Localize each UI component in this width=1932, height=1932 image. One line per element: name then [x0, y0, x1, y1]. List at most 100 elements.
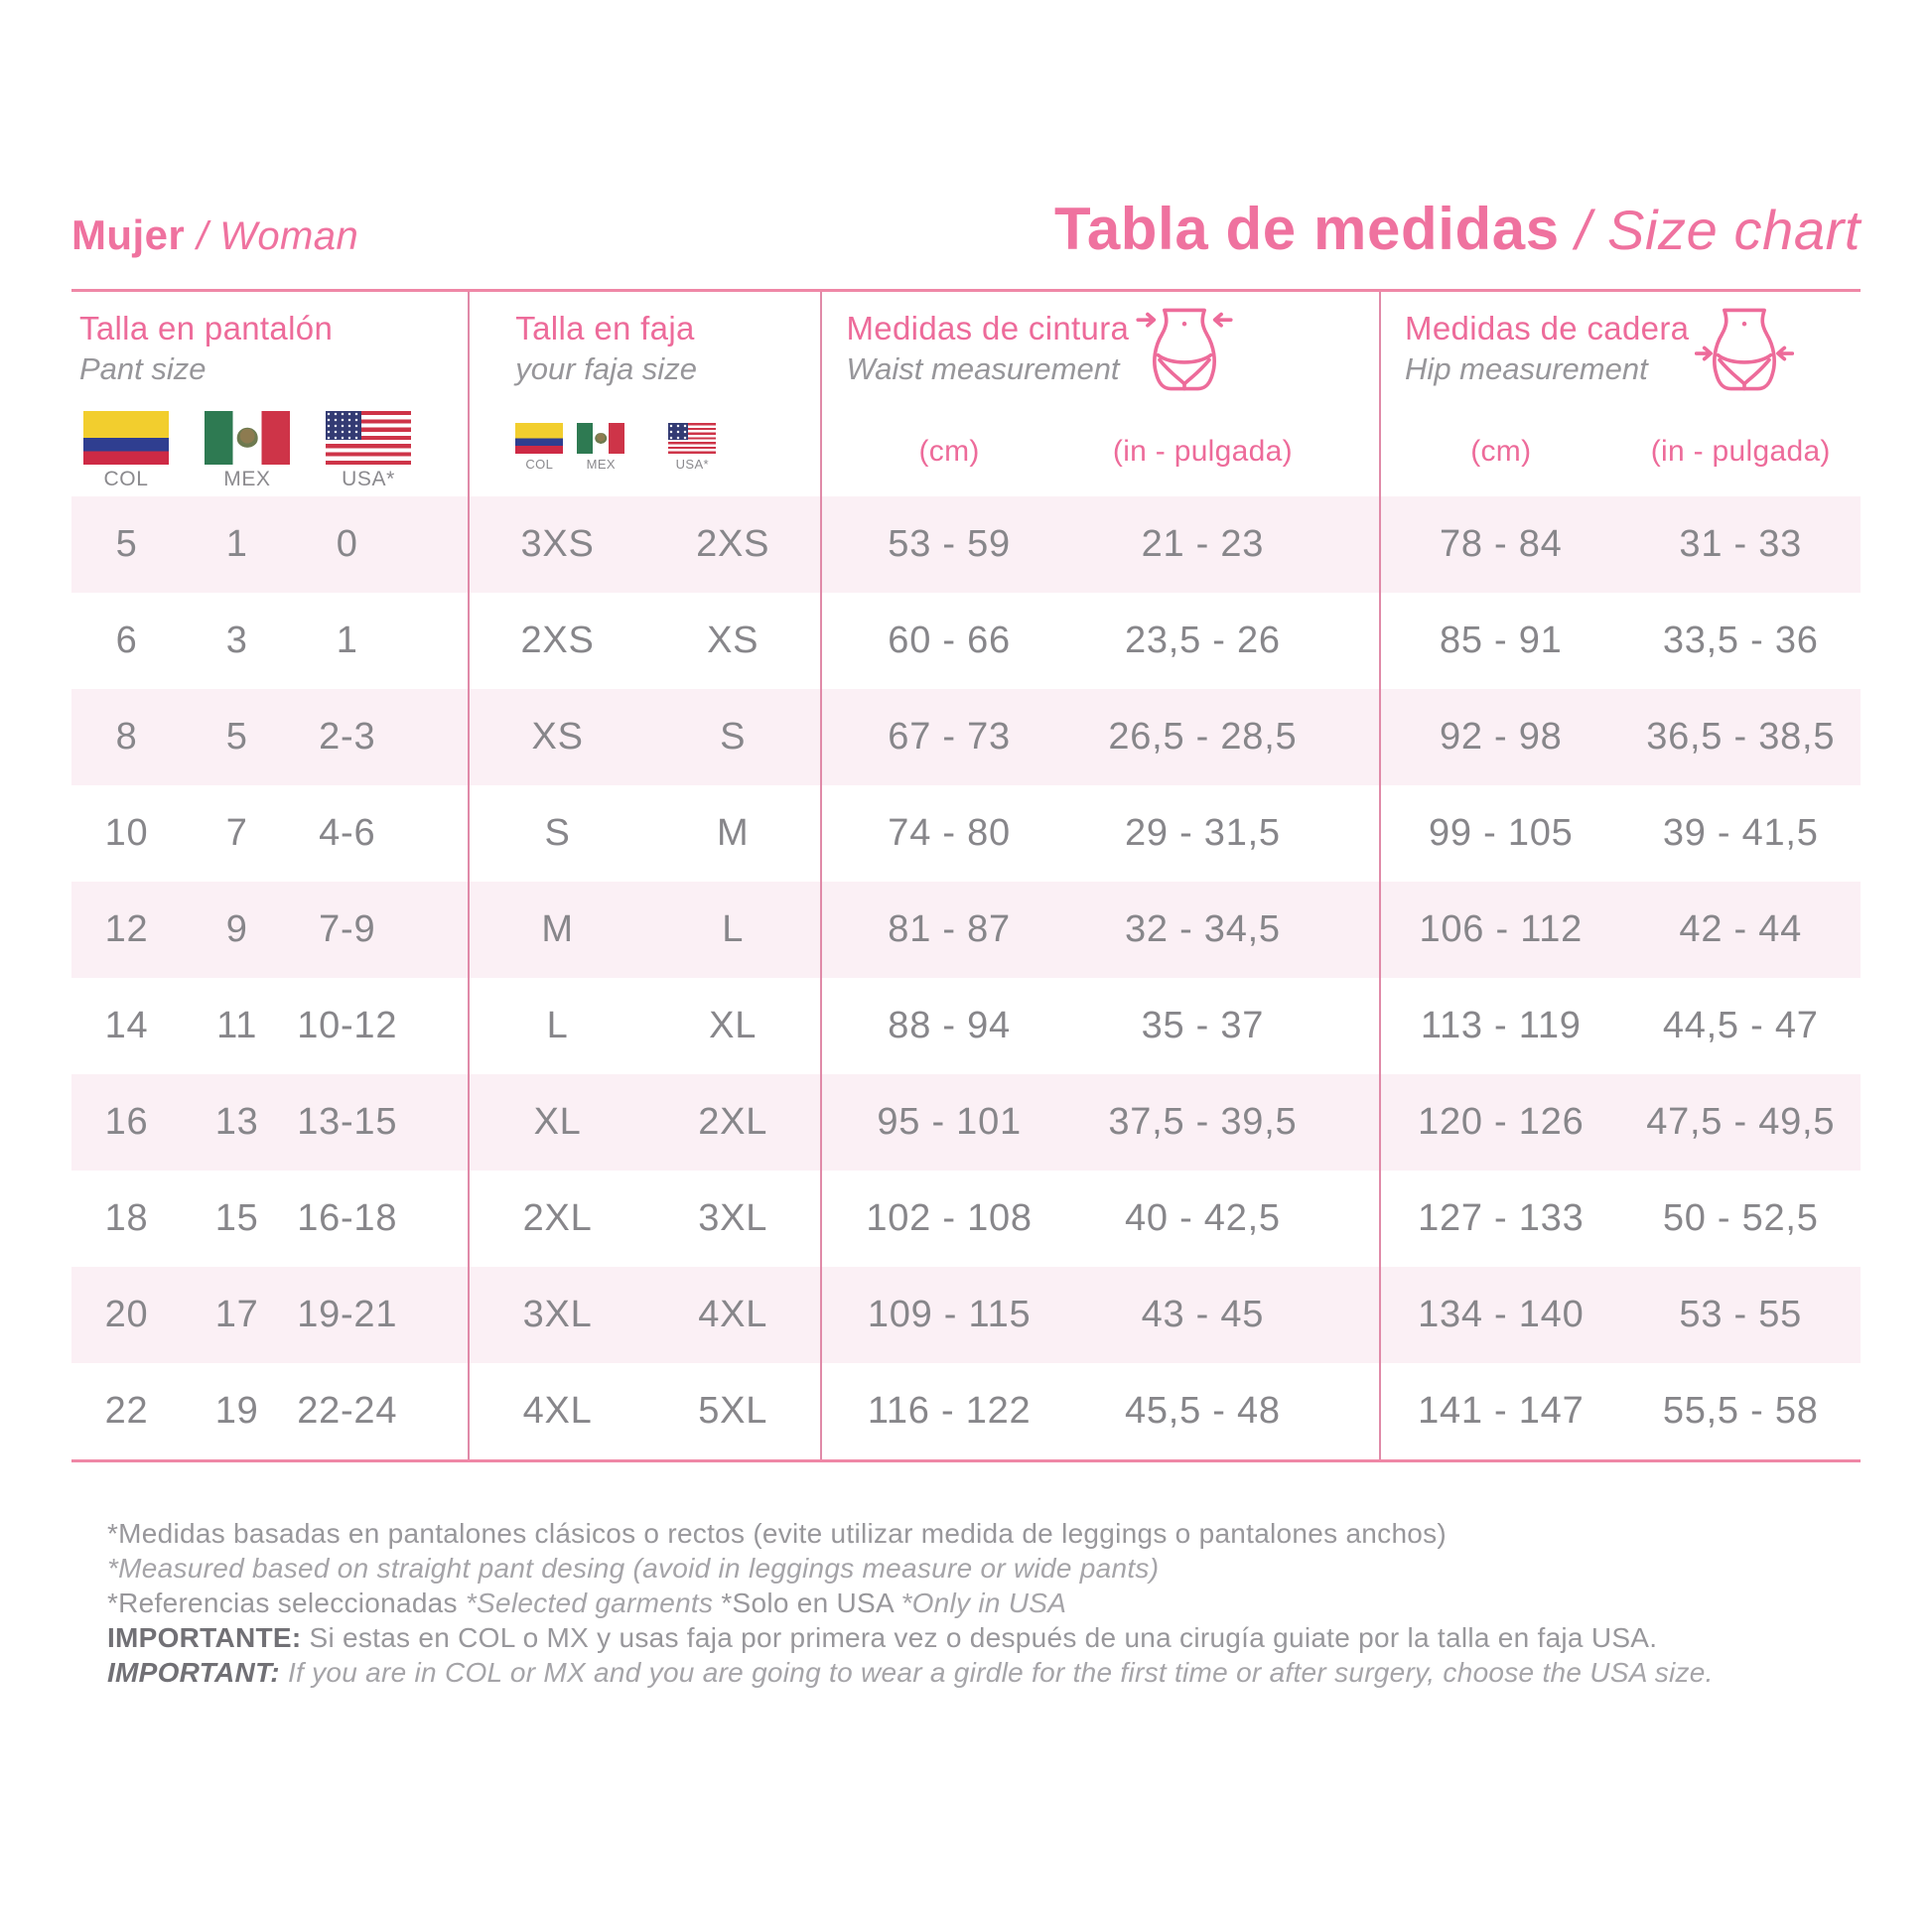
note-segment: *Medidas basadas en pantalones clásicos … [107, 1518, 1448, 1549]
row-group-waist: 88 - 94 35 - 37 [822, 978, 1382, 1074]
table-row: 16 13 13-15 XL 2XL 95 - 101 37,5 - 39,5 120 - 1… [71, 1074, 1861, 1171]
hip-head: Medidas de cadera Hip measurement [1405, 308, 1861, 395]
cell-pant-col: 8 [115, 716, 138, 758]
cell-hip-in: 55,5 - 58 [1662, 1390, 1819, 1432]
cell-hip-in: 44,5 - 47 [1662, 1005, 1819, 1046]
cell-faja-col-mex: 3XS [520, 523, 595, 565]
cell-pant-col: 14 [104, 1005, 149, 1046]
cell-waist-in: 21 - 23 [1141, 523, 1265, 565]
note-line: IMPORTANTE: Si estas en COL o MX y usas … [107, 1620, 1861, 1655]
header-group-hip: Medidas de cadera Hip measurement [1381, 292, 1861, 496]
cell-pant-col: 10 [104, 812, 149, 854]
row-group-hip: 113 - 119 44,5 - 47 [1381, 978, 1861, 1074]
cell-pant-usa: 10-12 [297, 1005, 398, 1046]
cell-faja-usa: 4XL [698, 1294, 768, 1335]
row-group-faja: 3XL 4XL [470, 1267, 823, 1363]
table-row: 10 7 4-6 S M 74 - 80 29 - 31,5 99 - 105 39 - 41,… [71, 785, 1861, 882]
mexico-flag-icon [205, 411, 290, 465]
cell-hip-cm: 141 - 147 [1418, 1390, 1585, 1432]
waist-unit-in: (in - pulgada) [1112, 435, 1293, 468]
waist-units: (cm) (in - pulgada) [822, 435, 1379, 469]
faja-flag-col: COL [515, 423, 564, 472]
page-title-main: Tabla de medidas [1054, 196, 1560, 262]
row-group-waist: 116 - 122 45,5 - 48 [822, 1363, 1382, 1459]
cell-pant-mex: 13 [214, 1101, 259, 1143]
cell-hip-in: 39 - 41,5 [1662, 812, 1819, 854]
cell-pant-col: 5 [115, 523, 138, 565]
row-group-hip: 106 - 112 42 - 44 [1381, 882, 1861, 978]
row-group-waist: 95 - 101 37,5 - 39,5 [822, 1074, 1382, 1171]
row-group-waist: 60 - 66 23,5 - 26 [822, 593, 1382, 689]
size-table: Talla en pantalón Pant size COL MEX USA* [71, 289, 1861, 1462]
cell-faja-col-mex: 4XL [522, 1390, 593, 1432]
cell-waist-in: 40 - 42,5 [1124, 1197, 1281, 1239]
faja-flag-mex: MEX [577, 423, 625, 472]
row-group-waist: 67 - 73 26,5 - 28,5 [822, 689, 1382, 785]
cell-faja-col-mex: 2XS [520, 620, 595, 661]
cell-hip-in: 31 - 33 [1679, 523, 1803, 565]
cell-waist-cm: 109 - 115 [867, 1294, 1032, 1335]
row-group-pant: 16 13 13-15 [71, 1074, 471, 1171]
row-group-hip: 141 - 147 55,5 - 58 [1381, 1363, 1861, 1459]
row-group-faja: XS S [470, 689, 823, 785]
hip-measure-icon [1695, 308, 1795, 391]
row-group-pant: 20 17 19-21 [71, 1267, 471, 1363]
cell-hip-cm: 78 - 84 [1439, 523, 1563, 565]
note-segment: *Solo en USA [721, 1587, 901, 1618]
page-title-sub: / Size chart [1575, 199, 1861, 261]
cell-hip-cm: 113 - 119 [1420, 1005, 1582, 1046]
faja-flags: COL MEX USA* [515, 423, 820, 472]
cell-waist-cm: 95 - 101 [877, 1101, 1022, 1143]
size-chart-page: Mujer / Woman Tabla de medidas / Size char… [0, 195, 1932, 1932]
cell-hip-in: 53 - 55 [1679, 1294, 1803, 1335]
hip-titles: Medidas de cadera Hip measurement [1405, 310, 1689, 387]
flag-label: MEX [223, 468, 271, 490]
cell-hip-in: 33,5 - 36 [1662, 620, 1819, 661]
mexico-flag-icon [577, 423, 625, 454]
cell-hip-cm: 120 - 126 [1418, 1101, 1585, 1143]
cell-hip-cm: 99 - 105 [1429, 812, 1574, 854]
faja-flag-usa: USA* [668, 423, 717, 472]
flag-label: MEX [586, 457, 616, 472]
cell-hip-cm: 134 - 140 [1418, 1294, 1585, 1335]
row-group-pant: 12 9 7-9 [71, 882, 471, 978]
cell-hip-cm: 127 - 133 [1418, 1197, 1585, 1239]
cell-waist-in: 26,5 - 28,5 [1108, 716, 1298, 758]
cell-pant-usa: 1 [336, 620, 358, 661]
cell-faja-usa: M [716, 812, 750, 854]
hip-subtitle: Hip measurement [1405, 351, 1648, 386]
cell-faja-col-mex: XL [533, 1101, 582, 1143]
pant-flag-col: COL [83, 411, 169, 491]
row-group-hip: 78 - 84 31 - 33 [1381, 496, 1861, 593]
header-group-waist: Medidas de cintura Waist measurement [822, 292, 1382, 496]
waist-head: Medidas de cintura Waist measurement [846, 308, 1379, 395]
cell-waist-in: 29 - 31,5 [1124, 812, 1281, 854]
waist-subtitle: Waist measurement [846, 351, 1120, 386]
cell-waist-cm: 102 - 108 [866, 1197, 1033, 1239]
cell-hip-cm: 92 - 98 [1439, 716, 1563, 758]
header-group-faja: Talla en faja your faja size COL MEX USA… [470, 292, 823, 496]
cell-pant-col: 12 [104, 908, 149, 950]
cell-hip-cm: 106 - 112 [1419, 908, 1584, 950]
pant-title: Talla en pantalón [79, 310, 334, 346]
row-group-faja: 4XL 5XL [470, 1363, 823, 1459]
table-row: 20 17 19-21 3XL 4XL 109 - 115 43 - 45 134 - 140… [71, 1267, 1861, 1363]
hip-title: Medidas de cadera [1405, 310, 1690, 346]
cell-pant-usa: 16-18 [297, 1197, 398, 1239]
hip-unit-cm: (cm) [1470, 435, 1532, 468]
row-group-pant: 8 5 2-3 [71, 689, 471, 785]
note-segment: Si estas en COL o MX y usas faja por pri… [309, 1622, 1658, 1653]
row-group-pant: 10 7 4-6 [71, 785, 471, 882]
row-group-waist: 102 - 108 40 - 42,5 [822, 1171, 1382, 1267]
header-group-pant: Talla en pantalón Pant size COL MEX USA* [71, 292, 471, 496]
faja-subtitle: your faja size [515, 351, 697, 386]
row-group-faja: XL 2XL [470, 1074, 823, 1171]
cell-pant-mex: 3 [225, 620, 248, 661]
row-group-faja: 3XS 2XS [470, 496, 823, 593]
cell-pant-usa: 7-9 [319, 908, 376, 950]
cell-hip-in: 36,5 - 38,5 [1646, 716, 1836, 758]
note-line: *Referencias seleccionadas *Selected gar… [107, 1586, 1861, 1620]
page-title: Tabla de medidas / Size chart [1054, 195, 1861, 263]
flag-label: USA* [342, 468, 395, 490]
cell-faja-usa: XL [709, 1005, 758, 1046]
